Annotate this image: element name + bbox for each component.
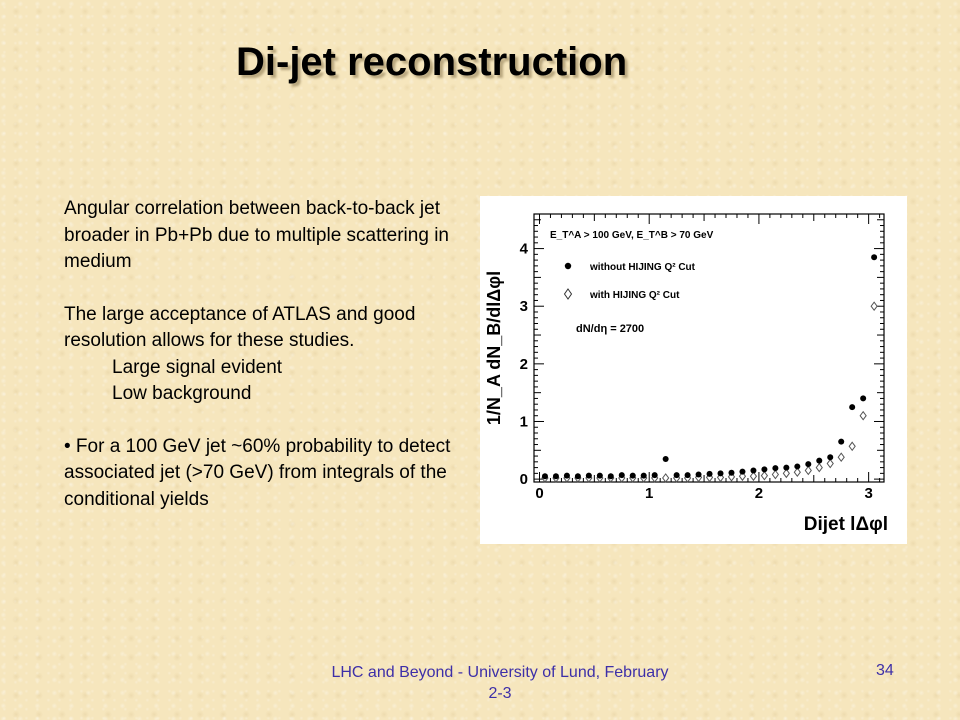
data-point-with-cut [848,441,856,452]
data-point-with-cut [782,468,790,479]
y-axis-label: 1/N_A dN_B/dlΔφl [484,271,504,425]
data-point-with-cut [771,469,780,480]
data-point-without-cut [805,461,812,468]
data-point-without-cut [563,472,570,479]
data-point-without-cut [618,472,625,479]
data-point-without-cut [552,473,559,480]
data-point-without-cut [695,471,702,478]
x-axis-label: Dijet lΔφl [804,514,888,535]
page-number: 34 [876,662,894,679]
data-point-with-cut [793,467,801,478]
data-point-without-cut [629,472,636,479]
y-tick-label: 0 [520,471,528,488]
y-tick-label: 1 [520,413,528,430]
data-point-without-cut [860,395,867,402]
data-point-with-cut [859,410,867,421]
x-tick-label: 1 [645,485,653,502]
data-point-without-cut [651,472,658,479]
data-point-without-cut [794,463,801,470]
data-point-without-cut [761,466,768,473]
data-point-without-cut [750,467,757,474]
y-tick-label: 2 [520,356,528,373]
plot-frame [533,213,885,483]
data-point-with-cut [662,473,670,483]
data-point-with-cut [837,452,845,463]
data-point-without-cut [585,472,592,479]
paragraph-probability: • For a 100 GeV jet ~60% probability to … [64,435,451,510]
bullet-background: Low background [112,383,252,404]
data-point-without-cut [706,470,713,477]
data-point-without-cut [640,472,647,479]
data-point-without-cut [662,455,669,462]
slide-body: Angular correlation between back-to-back… [64,196,464,513]
paragraph-acceptance: The large acceptance of ATLAS and good r… [64,303,416,352]
dijet-chart-svg: 0 1 2 3 0 1 2 3 4 Dijet lΔφl 1/N_A dN_B/dlΔφl E_T^A… [484,213,888,535]
data-point-with-cut [749,471,758,482]
data-point-with-cut [804,465,812,476]
y-tick-label: 4 [520,241,529,258]
legend-label-with-cut: with HIJING Q² Cut [589,290,680,301]
data-point-without-cut [717,470,724,477]
data-point-without-cut [739,468,746,475]
legend-label-without-cut: without HIJING Q² Cut [589,262,696,273]
x-tick-label: 3 [864,485,872,502]
multiplicity-label: dN/dη = 2700 [576,323,644,335]
dijet-plot: 0 1 2 3 0 1 2 3 4 Dijet lΔφl 1/N_A dN_B/dlΔφl E_T^A… [480,196,907,544]
slide-title: Di-jet reconstruction [236,40,628,84]
footer-text: LHC and Beyond - University of Lund, Feb… [331,664,669,702]
data-point-without-cut [673,472,680,479]
data-point-with-cut [826,458,834,469]
y-tick-label: 3 [520,298,528,315]
data-point-without-cut [607,473,614,480]
data-point-without-cut [816,457,823,464]
data-point-without-cut [827,454,834,461]
x-tick-label: 2 [755,485,763,502]
legend-marker-filled [564,262,572,270]
data-point-without-cut [783,464,790,471]
data-point-without-cut [849,404,856,411]
data-point-without-cut [596,472,603,479]
data-point-without-cut [838,438,845,445]
legend-marker-diamond [563,288,573,300]
data-point-without-cut [541,473,548,480]
cut-label: E_T^A > 100 GeV, E_T^B > 70 GeV [550,230,714,241]
data-point-without-cut [574,473,581,480]
paragraph-correlation: Angular correlation between back-to-back… [64,198,449,272]
data-point-with-cut [815,462,823,473]
data-point-without-cut [684,472,691,479]
data-point-with-cut [738,471,747,482]
data-point-without-cut [772,465,779,472]
data-point-with-cut [870,301,878,312]
data-point-without-cut [728,469,735,476]
x-tick-label: 0 [535,485,543,502]
bullet-signal: Large signal evident [112,356,283,378]
data-point-with-cut [760,470,769,481]
data-point-without-cut [871,254,878,261]
